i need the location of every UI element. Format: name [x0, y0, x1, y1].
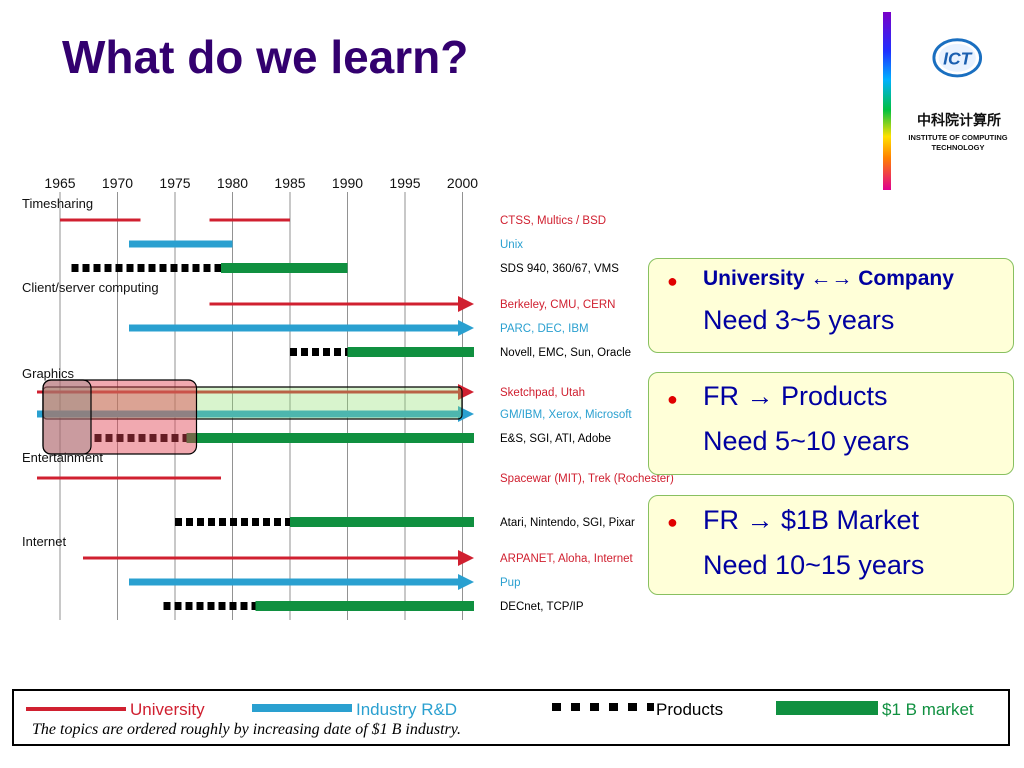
arrow-head: [458, 574, 474, 590]
callout-line2: Need 3~5 years: [703, 305, 895, 335]
bullet-icon: ●: [667, 512, 678, 532]
category-label: Client/server computing: [22, 280, 159, 295]
row-label: CTSS, Multics / BSD: [500, 215, 606, 227]
year-tick-label: 1985: [274, 175, 305, 191]
legend-industry-line: [252, 704, 352, 712]
row-label: Pup: [500, 577, 520, 589]
callout-line1: FR → Products: [703, 381, 888, 411]
arrow-head: [458, 320, 474, 336]
year-tick-label: 1965: [44, 175, 75, 191]
row-label: GM/IBM, Xerox, Microsoft: [500, 409, 632, 421]
bullet-icon: ●: [667, 389, 678, 409]
row-label: Novell, EMC, Sun, Oracle: [500, 347, 631, 359]
legend-products-label: Products: [656, 700, 724, 719]
logo-mark-text: ICT: [943, 48, 973, 68]
rainbow-divider: [883, 12, 891, 190]
legend-note: The topics are ordered roughly by increa…: [32, 721, 461, 738]
arrow-head: [458, 550, 474, 566]
category-label: Graphics: [22, 366, 75, 381]
legend-university-line: [26, 707, 126, 711]
logo-english-name: INSTITUTE OF COMPUTING TECHNOLOGY: [896, 133, 1020, 153]
timeline-chart: 1965 1970 1975 1980 1985 1990 1995 2000 Timeshar…: [22, 175, 674, 620]
callout-line2: Need 10~15 years: [703, 550, 925, 580]
legend-industry-label: Industry R&D: [356, 700, 458, 719]
row-label: Spacewar (MIT), Trek (Rochester): [500, 473, 674, 485]
year-tick-label: 2000: [447, 175, 478, 191]
year-tick-label: 1970: [102, 175, 133, 191]
logo-english-line1: INSTITUTE OF COMPUTING: [908, 133, 1008, 142]
row-label: Sketchpad, Utah: [500, 387, 585, 399]
callout-fr-products: ● FR → Products Need 5~10 years: [648, 372, 1014, 475]
row-label: Berkeley, CMU, CERN: [500, 299, 615, 311]
callout-fr-market: ● FR → $1B Market Need 10~15 years: [648, 495, 1014, 595]
legend-university-label: University: [130, 700, 205, 719]
ict-logo: ICT: [932, 38, 983, 78]
callout-university-company: ● University ←→ Company Need 3~5 years: [648, 258, 1014, 353]
row-label: SDS 940, 360/67, VMS: [500, 263, 619, 275]
logo-chinese-name: 中科院计算所: [917, 113, 1001, 129]
legend-market-label: $1 B market: [882, 700, 974, 719]
callout-line1: University ←→ Company: [703, 267, 954, 290]
category-label: Internet: [22, 534, 66, 549]
row-label: PARC, DEC, IBM: [500, 323, 589, 335]
year-tick-label: 1980: [217, 175, 248, 191]
legend-products-line: [552, 703, 654, 711]
callout-line2: Need 5~10 years: [703, 426, 910, 456]
row-label: E&S, SGI, ATI, Adobe: [500, 433, 611, 445]
legend-market-line: [776, 701, 878, 715]
logo-english-line2: TECHNOLOGY: [931, 143, 985, 152]
year-tick-label: 1990: [332, 175, 363, 191]
row-label: Unix: [500, 239, 523, 251]
arrow-head: [458, 296, 474, 312]
year-tick-label: 1975: [159, 175, 190, 191]
category-label: Timesharing: [22, 196, 93, 211]
page-title: What do we learn?: [62, 31, 469, 83]
legend-box: University Industry R&D Products $1 B ma…: [12, 689, 1010, 746]
bullet-icon: ●: [667, 271, 678, 291]
year-tick-label: 1995: [389, 175, 420, 191]
row-label: DECnet, TCP/IP: [500, 601, 584, 613]
highlight-graphics-origin: [42, 379, 92, 455]
row-label: Atari, Nintendo, SGI, Pixar: [500, 517, 635, 529]
callout-line1: FR → $1B Market: [703, 505, 920, 535]
row-label: ARPANET, Aloha, Internet: [500, 553, 634, 565]
